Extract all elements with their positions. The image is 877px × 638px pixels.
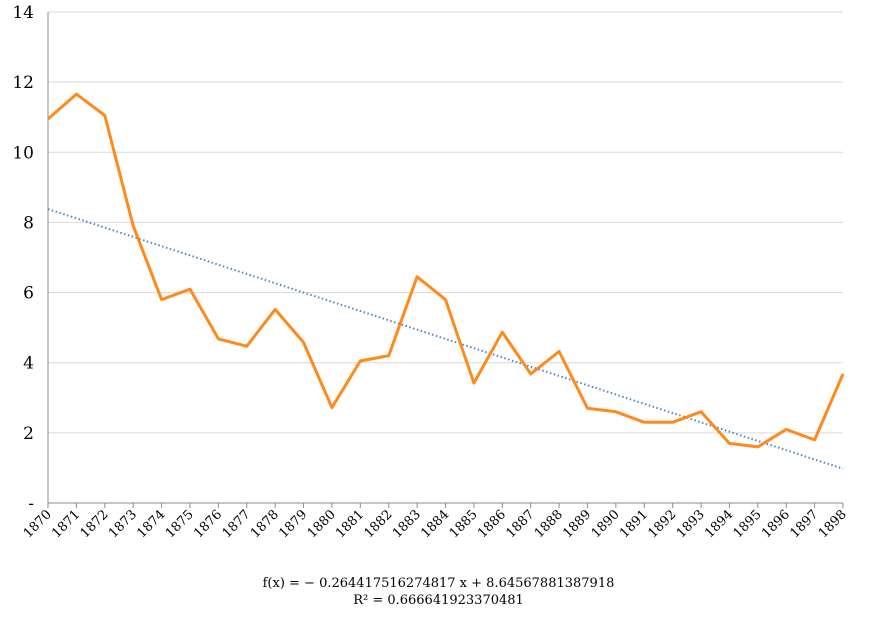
y-tick-label: - [28,494,34,514]
y-tick-label: 10 [12,143,34,163]
x-tick-label: 1898 [816,507,850,541]
x-tick-label: 1885 [447,507,481,541]
x-tick-label: 1877 [220,507,254,541]
y-tick-label: 8 [23,213,34,233]
x-axis-ticks: 1870187118721873187418751876187718781879… [21,503,850,541]
x-tick-label: 1895 [731,507,765,541]
x-tick-label: 1876 [191,507,225,541]
x-tick-label: 1886 [475,507,509,541]
gridlines [48,11,843,434]
y-tick-label: 6 [23,284,34,304]
x-tick-label: 1891 [617,507,651,541]
x-tick-label: 1889 [560,507,594,541]
y-tick-label: 12 [12,73,34,93]
series-line [47,92,845,449]
x-tick-label: 1870 [21,507,55,541]
x-tick-label: 1887 [503,507,537,541]
x-tick-label: 1871 [49,507,83,541]
y-tick-label: 2 [23,424,34,444]
y-axis-ticks: - 2 4 6 8 10 12 14 [12,3,34,514]
trendline [47,208,844,470]
x-tick-label: 1897 [787,507,821,541]
x-tick-label: 1872 [78,507,112,541]
x-tick-label: 1879 [276,507,310,541]
x-tick-label: 1890 [589,507,623,541]
x-tick-label: 1875 [163,507,197,541]
x-tick-label: 1888 [532,507,566,541]
x-tick-label: 1878 [248,507,282,541]
x-tick-label: 1893 [674,507,708,541]
x-tick-label: 1882 [362,507,396,541]
x-tick-label: 1892 [645,507,679,541]
x-tick-label: 1896 [759,507,793,541]
x-tick-label: 1873 [106,507,140,541]
trendline-equation: f(x) = − 0.264417516274817 x + 8.6456788… [262,576,615,591]
x-tick-label: 1881 [333,507,367,541]
y-tick-label: 14 [12,3,34,23]
x-tick-label: 1880 [305,507,339,541]
x-tick-label: 1883 [390,507,424,541]
x-tick-label: 1894 [702,507,736,541]
y-tick-label: 4 [23,354,34,374]
x-tick-label: 1874 [134,507,168,541]
trendline-r-squared: R² = 0.666641923370481 [353,593,524,608]
x-tick-label: 1884 [418,507,452,541]
